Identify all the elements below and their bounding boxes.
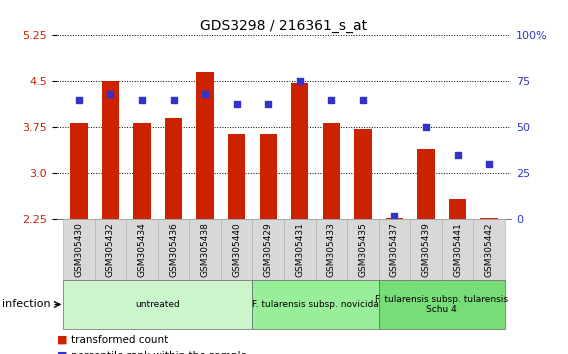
Bar [417,149,435,219]
Point [295,79,304,84]
Bar [228,133,245,219]
Point [390,213,399,219]
Bar [291,83,308,219]
Point [201,91,210,97]
Point [421,125,431,130]
Bar [133,122,151,219]
Text: GSM305435: GSM305435 [358,222,367,277]
Text: GSM305431: GSM305431 [295,222,304,277]
Point [358,97,367,103]
Point [327,97,336,103]
Text: F. tularensis subsp. tularensis
Schu 4: F. tularensis subsp. tularensis Schu 4 [375,295,508,314]
Text: GSM305441: GSM305441 [453,222,462,277]
Bar [481,218,498,219]
Text: GSM305436: GSM305436 [169,222,178,277]
Bar [197,72,214,219]
Text: ■: ■ [57,335,67,345]
Text: untreated: untreated [135,300,180,309]
Text: ■: ■ [57,351,67,354]
Point [137,97,147,103]
Bar [386,218,403,219]
Bar [354,129,371,219]
Text: GSM305434: GSM305434 [137,222,147,277]
Bar [449,199,466,219]
Text: GSM305438: GSM305438 [201,222,210,277]
Bar [323,122,340,219]
Bar [70,122,87,219]
Text: GSM305440: GSM305440 [232,222,241,277]
Point [106,91,115,97]
Text: GSM305437: GSM305437 [390,222,399,277]
Text: infection: infection [2,299,51,309]
Point [169,97,178,103]
Text: percentile rank within the sample: percentile rank within the sample [71,351,247,354]
Point [232,101,241,106]
Point [453,152,462,158]
Text: transformed count: transformed count [71,335,168,345]
Point [485,161,494,167]
Title: GDS3298 / 216361_s_at: GDS3298 / 216361_s_at [201,19,367,33]
Text: GSM305442: GSM305442 [485,222,494,277]
Text: F. tularensis subsp. novicida: F. tularensis subsp. novicida [252,300,379,309]
Text: GSM305439: GSM305439 [421,222,431,277]
Text: GSM305430: GSM305430 [74,222,83,277]
Point [74,97,83,103]
Bar [165,118,182,219]
Text: GSM305429: GSM305429 [264,222,273,277]
Text: GSM305433: GSM305433 [327,222,336,277]
Point [264,101,273,106]
Bar [260,133,277,219]
Text: GSM305432: GSM305432 [106,222,115,277]
Bar [102,81,119,219]
